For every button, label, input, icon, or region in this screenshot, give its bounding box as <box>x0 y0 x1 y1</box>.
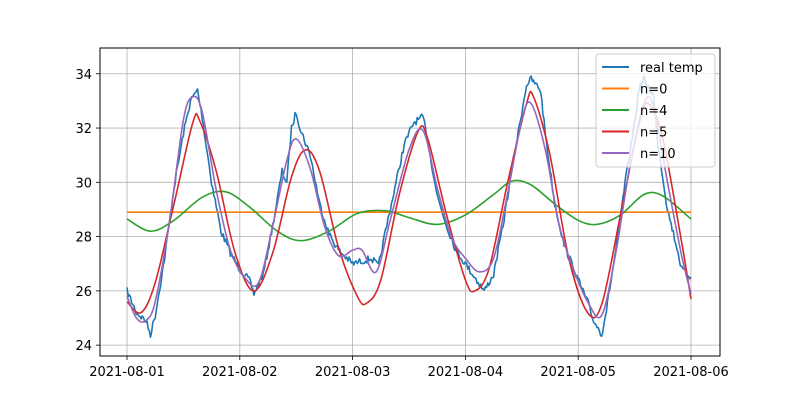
y-tick-label: 24 <box>75 339 92 354</box>
x-tick-label: 2021-08-02 <box>202 365 278 380</box>
y-tick-label: 28 <box>75 231 92 246</box>
legend-box <box>595 53 716 168</box>
legend-label: n=0 <box>640 83 667 98</box>
series-line-n-4 <box>126 179 692 242</box>
legend-label: n=4 <box>640 104 667 119</box>
x-tick-label: 2021-08-05 <box>540 365 616 380</box>
y-tick-label: 34 <box>75 68 92 83</box>
y-tick-label: 30 <box>75 176 92 191</box>
y-tick-label: 26 <box>75 285 92 300</box>
x-tick-label: 2021-08-06 <box>653 365 729 380</box>
x-tick-label: 2021-08-04 <box>428 365 504 380</box>
plot-frame <box>99 47 721 357</box>
axis-ticks: 2021-08-01 2021-08-02 2021-08-03 2021-08-04… <box>75 68 728 380</box>
series-line-n-5 <box>126 90 692 319</box>
x-tick-label: 2021-08-01 <box>89 365 165 380</box>
series-line-n-10 <box>126 95 692 323</box>
legend: real temp n=0 n=4 n=5 n=10 <box>595 53 716 168</box>
y-tick-label: 32 <box>75 122 92 137</box>
legend-label: n=10 <box>640 147 676 162</box>
legend-label: n=5 <box>640 126 667 141</box>
x-tick-label: 2021-08-03 <box>315 365 391 380</box>
series-lines <box>126 75 692 338</box>
legend-label: real temp <box>640 61 703 76</box>
series-line-real-temp <box>126 75 692 338</box>
